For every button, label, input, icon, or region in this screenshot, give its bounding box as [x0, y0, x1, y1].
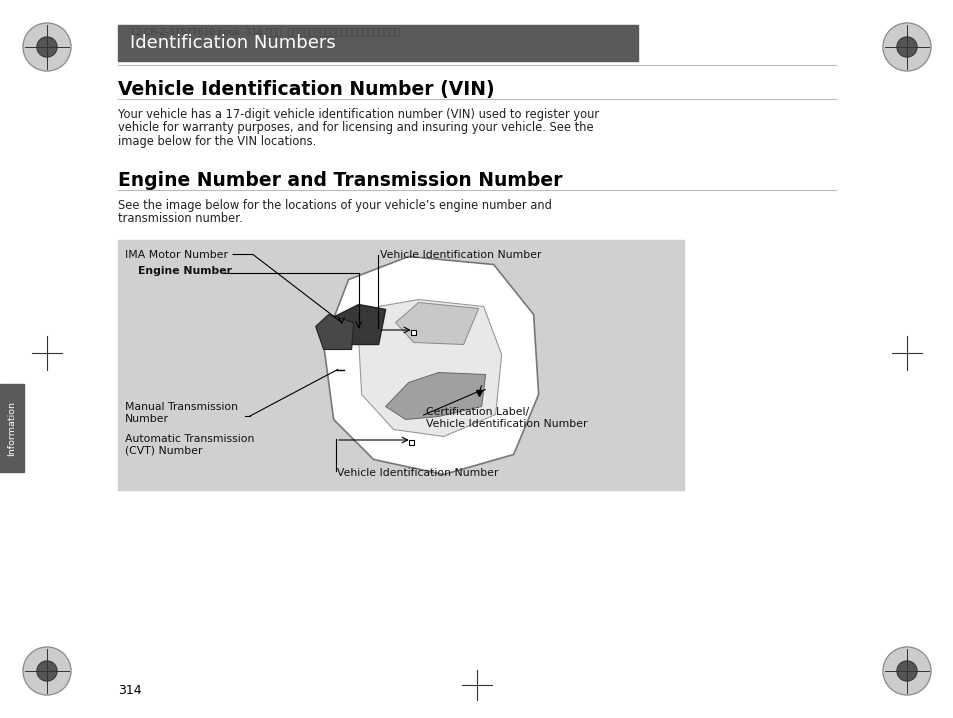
Bar [118, 240, 683, 490]
Text: Your vehicle has a 17-digit vehicle identification number (VIN) used to register: Your vehicle has a 17-digit vehicle iden… [118, 108, 598, 121]
Bar [0, 384, 24, 472]
Text: 314: 314 [118, 684, 141, 696]
Text: Information: Information [8, 401, 16, 455]
Text: See the image below for the locations of your vehicle’s engine number and: See the image below for the locations of… [118, 198, 551, 212]
Polygon shape [385, 373, 485, 419]
Circle shape [37, 661, 57, 681]
Text: Automatic Transmission
(CVT) Number: Automatic Transmission (CVT) Number [125, 434, 254, 456]
Text: image below for the VIN locations.: image below for the VIN locations. [118, 135, 315, 148]
Polygon shape [323, 256, 538, 475]
Polygon shape [358, 299, 501, 437]
Circle shape [882, 647, 930, 695]
Text: Vehicle Identification Number: Vehicle Identification Number [380, 249, 541, 259]
Bar [411, 330, 416, 335]
Polygon shape [328, 304, 385, 345]
Text: Certification Label/
Vehicle Identification Number: Certification Label/ Vehicle Identificat… [425, 407, 586, 429]
Text: Engine Number and Transmission Number: Engine Number and Transmission Number [118, 170, 562, 190]
Bar [409, 440, 414, 445]
Text: Manual Transmission
Number: Manual Transmission Number [125, 402, 237, 424]
Circle shape [23, 23, 71, 71]
Bar [118, 25, 638, 61]
Text: Vehicle Identification Number (VIN): Vehicle Identification Number (VIN) [118, 80, 494, 99]
Text: Identification Numbers: Identification Numbers [130, 34, 335, 52]
Polygon shape [395, 302, 478, 345]
Text: Vehicle Identification Number: Vehicle Identification Number [336, 467, 498, 477]
Circle shape [23, 647, 71, 695]
Text: 12 CR-Z-31SZT610.book  314 ページ  ２０１１年８月２９日　月曜日　午後８晎８分: 12 CR-Z-31SZT610.book 314 ページ ２０１１年８月２９日… [130, 27, 400, 37]
Circle shape [882, 23, 930, 71]
Text: IMA Motor Number: IMA Motor Number [125, 249, 228, 259]
Circle shape [896, 661, 916, 681]
Text: Engine Number: Engine Number [138, 266, 232, 276]
Circle shape [896, 37, 916, 57]
Circle shape [37, 37, 57, 57]
Text: vehicle for warranty purposes, and for licensing and insuring your vehicle. See : vehicle for warranty purposes, and for l… [118, 121, 593, 134]
Text: transmission number.: transmission number. [118, 212, 242, 225]
Polygon shape [315, 314, 354, 350]
